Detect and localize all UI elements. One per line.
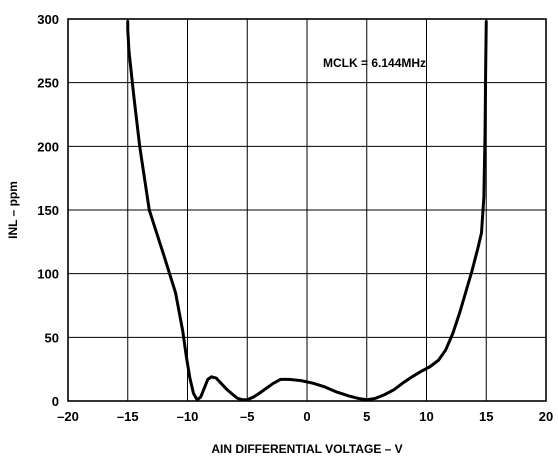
x-tick-label: 0 <box>303 409 310 424</box>
x-tick-label: 15 <box>479 409 493 424</box>
y-tick-label: 300 <box>37 12 59 27</box>
y-tick-label: 150 <box>37 203 59 218</box>
x-axis-title: AIN DIFFERENTIAL VOLTAGE – V <box>211 442 402 456</box>
y-tick-label: 100 <box>37 267 59 282</box>
plot-frame <box>67 18 547 402</box>
x-tick-label: –20 <box>57 409 79 424</box>
y-tick-label: 200 <box>37 139 59 154</box>
x-tick-label: 10 <box>419 409 433 424</box>
grid <box>68 19 546 401</box>
x-tick-label: –15 <box>117 409 139 424</box>
x-tick-label: –5 <box>240 409 254 424</box>
x-tick-label: 5 <box>363 409 370 424</box>
x-tick-label: –10 <box>177 409 199 424</box>
y-tick-label: 0 <box>52 394 59 409</box>
y-axis: 0 50 100 150 200 250 300 <box>37 12 59 409</box>
y-tick-label: 50 <box>45 330 59 345</box>
plot-area <box>126 20 488 402</box>
y-tick-label: 250 <box>37 76 59 91</box>
x-tick-label: 20 <box>539 409 553 424</box>
x-axis: –20 –15 –10 –5 0 5 10 15 20 <box>57 409 553 424</box>
inl-curve <box>126 20 488 402</box>
y-axis-title: INL – ppm <box>6 181 20 239</box>
mclk-annotation: MCLK = 6.144MHz <box>323 56 426 70</box>
